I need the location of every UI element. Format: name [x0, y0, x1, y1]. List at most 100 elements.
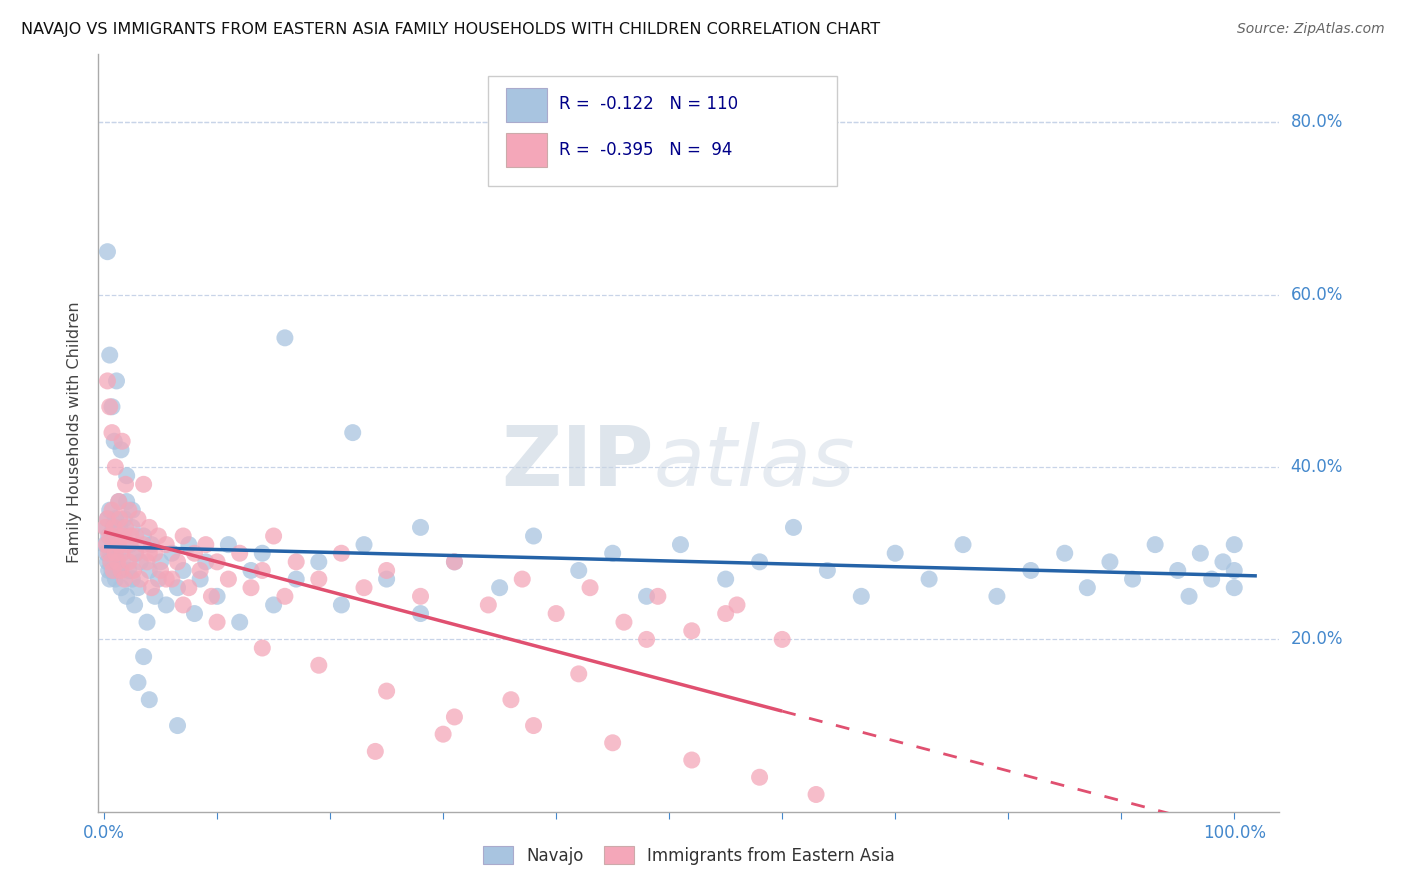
Point: [804, 788, 827, 802]
Point: [101, 520, 124, 534]
Point: [103, 434, 125, 449]
Point: [101, 503, 124, 517]
Y-axis label: Family Households with Children: Family Households with Children: [67, 301, 83, 564]
Point: [141, 581, 163, 595]
Point: [443, 555, 465, 569]
Bar: [506, 133, 547, 168]
Point: [409, 520, 432, 534]
Point: [101, 564, 124, 578]
Text: atlas: atlas: [654, 423, 855, 503]
Point: [100, 555, 122, 569]
Point: [748, 770, 770, 784]
Point: [115, 494, 138, 508]
Point: [96, 512, 118, 526]
Point: [375, 564, 398, 578]
Point: [602, 736, 624, 750]
Point: [568, 564, 591, 578]
Point: [1144, 538, 1167, 552]
Point: [522, 718, 544, 732]
Point: [546, 607, 568, 621]
Point: [952, 538, 974, 552]
Point: [330, 598, 353, 612]
Point: [127, 675, 149, 690]
Point: [101, 564, 124, 578]
Point: [100, 546, 122, 560]
Point: [160, 546, 183, 560]
Point: [98, 503, 121, 517]
Point: [681, 624, 703, 638]
Point: [681, 753, 703, 767]
Point: [522, 529, 544, 543]
Point: [97, 564, 120, 578]
Point: [1223, 538, 1246, 552]
Point: [107, 538, 129, 552]
Point: [108, 512, 131, 526]
Point: [121, 520, 143, 534]
Point: [105, 374, 128, 388]
Point: [111, 434, 134, 449]
Point: [132, 477, 155, 491]
Point: [120, 529, 142, 543]
Point: [148, 572, 170, 586]
Point: [136, 555, 159, 569]
Point: [228, 615, 250, 630]
Point: [188, 564, 211, 578]
Point: [138, 546, 160, 560]
Point: [98, 348, 121, 362]
Point: [103, 546, 125, 560]
Point: [107, 555, 129, 569]
Point: [172, 529, 194, 543]
Point: [443, 710, 465, 724]
Point: [110, 581, 132, 595]
Point: [1223, 581, 1246, 595]
Point: [112, 512, 135, 526]
FancyBboxPatch shape: [488, 77, 837, 186]
Point: [121, 572, 143, 586]
Point: [499, 692, 522, 706]
Point: [121, 503, 143, 517]
Point: [669, 538, 692, 552]
Point: [172, 564, 194, 578]
Point: [194, 538, 217, 552]
Point: [166, 581, 188, 595]
Point: [107, 494, 129, 508]
Point: [353, 538, 375, 552]
Point: [110, 546, 132, 560]
Point: [104, 460, 127, 475]
Point: [114, 520, 136, 534]
Point: [107, 564, 129, 578]
Point: [884, 546, 907, 560]
Point: [177, 581, 200, 595]
Point: [166, 555, 188, 569]
Point: [138, 520, 160, 534]
Point: [107, 494, 129, 508]
Point: [101, 538, 124, 552]
Point: [285, 572, 308, 586]
Point: [194, 555, 217, 569]
Point: [308, 555, 330, 569]
Point: [166, 718, 188, 732]
Point: [183, 546, 205, 560]
Point: [252, 546, 274, 560]
Point: [172, 598, 194, 612]
Point: [409, 590, 432, 604]
Point: [94, 520, 117, 534]
Point: [1212, 555, 1234, 569]
Text: NAVAJO VS IMMIGRANTS FROM EASTERN ASIA FAMILY HOUSEHOLDS WITH CHILDREN CORRELATI: NAVAJO VS IMMIGRANTS FROM EASTERN ASIA F…: [21, 22, 880, 37]
Point: [1178, 590, 1201, 604]
Point: [308, 658, 330, 673]
Point: [138, 564, 160, 578]
Point: [122, 564, 145, 578]
Text: 40.0%: 40.0%: [1291, 458, 1343, 476]
Point: [96, 555, 118, 569]
Legend: Navajo, Immigrants from Eastern Asia: Navajo, Immigrants from Eastern Asia: [477, 839, 901, 871]
Point: [1189, 546, 1212, 560]
Point: [143, 590, 166, 604]
Point: [104, 572, 127, 586]
Point: [148, 529, 170, 543]
Point: [918, 572, 941, 586]
Point: [714, 607, 737, 621]
Point: [488, 581, 510, 595]
Point: [252, 564, 274, 578]
Point: [98, 400, 121, 414]
